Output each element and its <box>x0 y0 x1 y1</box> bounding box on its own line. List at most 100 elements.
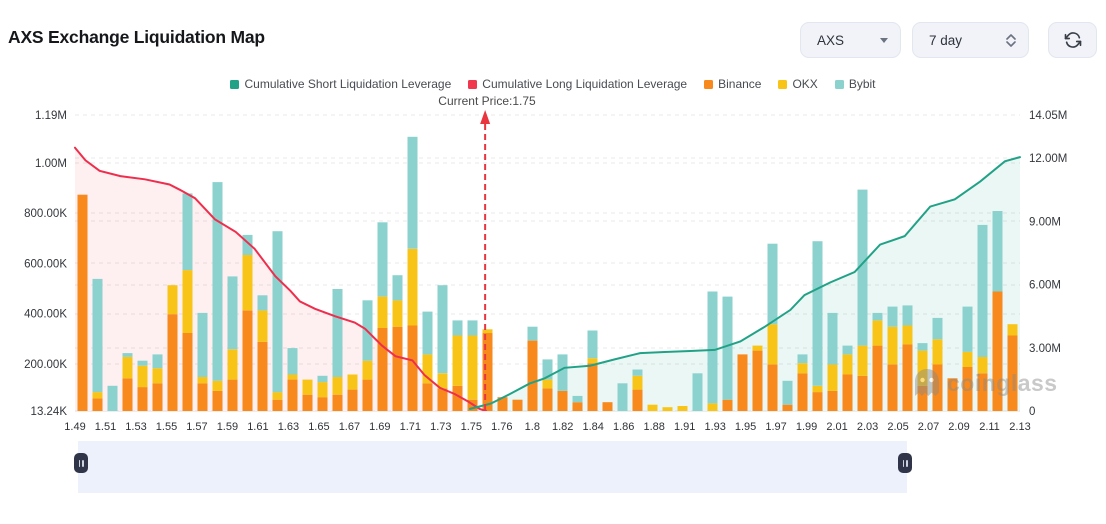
bar-segment-binance <box>197 383 208 411</box>
watermark-text: coinglass <box>947 369 1058 396</box>
bar-segment-binance <box>317 397 328 411</box>
svg-text:2.09: 2.09 <box>948 421 969 433</box>
bar-segment-okx <box>422 354 433 384</box>
bar-segment-binance <box>482 333 493 411</box>
svg-text:1.82: 1.82 <box>552 421 573 433</box>
svg-text:2.01: 2.01 <box>826 421 847 433</box>
bar-segment-binance <box>812 392 823 411</box>
svg-text:1.67: 1.67 <box>339 421 360 433</box>
bar-segment-okx <box>752 345 763 351</box>
coin-select[interactable]: AXS <box>800 22 901 58</box>
svg-text:1.57: 1.57 <box>186 421 207 433</box>
legend-item[interactable]: Cumulative Long Liquidation Leverage <box>468 77 687 91</box>
svg-text:1.73: 1.73 <box>430 421 451 433</box>
bar-segment-okx <box>92 392 103 399</box>
legend-item[interactable]: Binance <box>704 77 761 91</box>
bar-segment-binance <box>587 363 598 411</box>
bar-segment-okx <box>452 335 463 386</box>
timeframe-select[interactable]: 7 day <box>912 22 1029 58</box>
bar-segment-binance <box>422 383 433 411</box>
svg-text:1.59: 1.59 <box>217 421 238 433</box>
slider-handle-right[interactable] <box>898 453 912 473</box>
bar-segment-binance <box>407 325 418 411</box>
bar-segment-binance <box>392 326 403 411</box>
bar-segment-bybit <box>182 193 193 271</box>
bar-segment-okx <box>677 406 688 411</box>
bar-segment-bybit <box>392 275 403 301</box>
bar-segment-binance <box>722 399 733 411</box>
bar-segment-okx <box>212 380 223 391</box>
bar-segment-binance <box>737 354 748 411</box>
svg-text:12.00M: 12.00M <box>1029 153 1067 165</box>
bar-segment-binance <box>1007 335 1018 411</box>
bar-segment-binance <box>137 387 148 411</box>
bar-segment-binance <box>182 333 193 411</box>
legend-item[interactable]: Bybit <box>834 77 876 91</box>
coin-select-value: AXS <box>817 32 845 48</box>
legend-swatch <box>468 79 478 89</box>
bar-segment-okx <box>437 373 448 389</box>
bar-segment-bybit <box>467 320 478 336</box>
legend-label: OKX <box>792 77 818 91</box>
bar-segment-okx <box>932 339 943 365</box>
legend-swatch <box>834 79 844 89</box>
bar-segment-binance <box>272 399 283 411</box>
bar-segment-okx <box>482 329 493 334</box>
bar-segment-binance <box>452 385 463 411</box>
bar-segment-okx <box>827 364 838 391</box>
bar-segment-okx <box>767 324 778 365</box>
legend-label: Binance <box>718 77 762 91</box>
slider-handle-left[interactable] <box>74 453 88 473</box>
bar-segment-okx <box>887 326 898 365</box>
legend-item[interactable]: OKX <box>778 77 818 91</box>
bar-segment-bybit <box>917 343 928 351</box>
bar-segment-okx <box>317 382 328 398</box>
bar-segment-binance <box>992 291 1003 411</box>
svg-text:1.88: 1.88 <box>643 421 664 433</box>
bar-segment-binance <box>557 390 568 411</box>
bar-segment-bybit <box>437 285 448 374</box>
bar-segment-binance <box>767 364 778 411</box>
bar-segment-binance <box>77 194 88 411</box>
bar-segment-okx <box>707 403 718 411</box>
bar-segment-bybit <box>557 354 568 391</box>
bar-segment-binance <box>917 385 928 411</box>
bar-segment-bybit <box>227 276 238 350</box>
svg-text:2.03: 2.03 <box>857 421 878 433</box>
bar-segment-binance <box>947 378 958 411</box>
bar-segment-bybit <box>692 373 703 411</box>
legend-item[interactable]: Cumulative Short Liquidation Leverage <box>230 77 451 91</box>
bar-segment-binance <box>752 350 763 411</box>
bar-segment-bybit <box>587 330 598 359</box>
range-slider[interactable] <box>74 441 912 493</box>
svg-text:1.91: 1.91 <box>674 421 695 433</box>
current-price-line <box>480 110 491 411</box>
svg-text:400.00K: 400.00K <box>24 309 67 321</box>
bar-segment-binance <box>962 367 973 411</box>
svg-text:1.49: 1.49 <box>64 421 85 433</box>
y-axis-left: 13.24K 200.00K 400.00K 600.00K 800.00K 1.00M 1… <box>24 110 67 418</box>
bar-segment-bybit <box>407 136 418 249</box>
bar-segment-bybit <box>767 243 778 325</box>
bar-segment-okx <box>857 345 868 376</box>
bar-segment-binance <box>227 379 238 411</box>
bar-segment-bybit <box>842 345 853 355</box>
bar-segment-okx <box>467 335 478 400</box>
bar-segment-binance <box>932 364 943 411</box>
bar-segment-binance <box>362 379 373 411</box>
refresh-button[interactable] <box>1048 22 1097 58</box>
bar-segment-okx <box>662 407 673 411</box>
bar-segment-okx <box>182 270 193 333</box>
bar-segment-okx <box>137 365 148 388</box>
bar-segment-binance <box>572 402 583 411</box>
svg-text:13.24K: 13.24K <box>31 406 68 418</box>
bar-segment-bybit <box>617 383 628 411</box>
svg-text:1.00M: 1.00M <box>35 158 67 170</box>
long-cumulative-area <box>75 147 487 411</box>
bar-segment-okx <box>797 363 808 374</box>
bar-segment-bybit <box>827 312 838 365</box>
bar-segment-okx <box>917 350 928 386</box>
legend-swatch <box>704 79 714 89</box>
bar-segment-binance <box>827 390 838 411</box>
bar-segment-binance <box>782 404 793 411</box>
